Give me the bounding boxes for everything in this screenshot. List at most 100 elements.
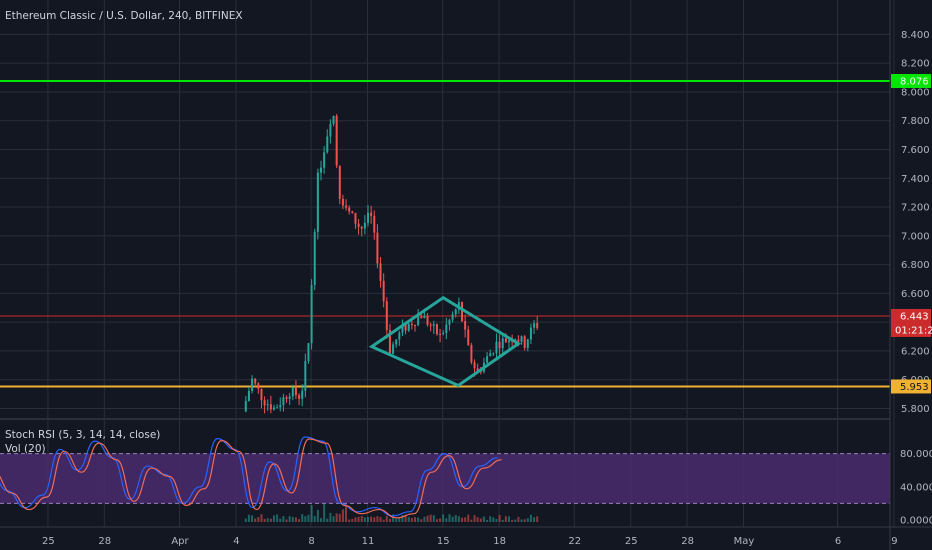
volume-bar: [282, 516, 285, 522]
candle-body: [285, 397, 288, 400]
candle-body: [345, 205, 348, 208]
stoch-rsi-tick-label: 80.0000: [900, 449, 932, 460]
price-line-label-bg: [891, 379, 931, 394]
volume-bar: [335, 513, 338, 522]
volume-bar: [464, 517, 467, 522]
candle-body: [489, 353, 492, 357]
candle-body: [357, 223, 360, 227]
diamond-pattern[interactable]: [368, 295, 522, 388]
candle-body: [445, 324, 448, 333]
volume-bar: [482, 516, 485, 522]
candle-body: [432, 324, 435, 326]
volume-bar: [298, 519, 301, 522]
price-line-label: 6.443: [900, 311, 929, 322]
volume-bar: [385, 516, 388, 522]
candle-body: [470, 345, 473, 363]
candle-body: [304, 361, 307, 391]
volume-bar: [254, 518, 257, 522]
volume-bar: [263, 518, 266, 522]
volume-bar: [276, 514, 279, 522]
volume-bar: [410, 518, 413, 522]
candle-body: [501, 338, 504, 349]
time-tick-label: May: [734, 536, 755, 547]
candle-body: [401, 324, 404, 333]
volume-bar: [461, 517, 463, 522]
volume-bar: [423, 516, 426, 522]
volume-bar: [467, 514, 470, 522]
candle-body: [451, 314, 454, 320]
time-tick-label: 18: [493, 536, 506, 547]
volume-bar: [439, 518, 442, 522]
candle-body: [454, 309, 457, 315]
candle-body: [426, 315, 429, 325]
candle-body: [407, 323, 410, 331]
price-line-label-bg: [891, 308, 931, 323]
candle-body: [439, 333, 442, 335]
price-tick-label: 6.600: [901, 289, 930, 300]
time-tick-label: 4: [233, 536, 239, 547]
candle-body: [247, 390, 250, 401]
candle-body: [486, 356, 489, 363]
candle-body: [360, 226, 363, 229]
candle-body: [316, 172, 319, 232]
candle-body: [395, 339, 398, 345]
volume-bar: [407, 517, 410, 522]
candle-body: [282, 397, 285, 406]
candle-body: [301, 390, 304, 399]
price-tick-label: 8.400: [901, 30, 930, 41]
volume-bar: [326, 518, 329, 522]
volume-bar: [388, 518, 391, 522]
price-tick-label: 8.200: [901, 59, 930, 70]
volume-bar: [404, 514, 407, 522]
volume-bar: [392, 514, 395, 522]
candle-body: [417, 316, 420, 326]
horizontal-price-lines[interactable]: [0, 80, 890, 388]
volume-bar: [508, 516, 510, 522]
candle-body: [338, 165, 341, 199]
candle-body: [254, 378, 257, 384]
candle-body: [320, 167, 322, 173]
price-tick-label: 8.000: [901, 87, 930, 98]
stoch-rsi-legend[interactable]: Stoch RSI (5, 3, 14, 14, close): [5, 429, 160, 441]
volume-legend[interactable]: Vol (20): [5, 443, 46, 455]
volume-bar: [504, 516, 507, 522]
volume-bar: [288, 516, 291, 522]
price-tick-label: 7.800: [901, 116, 930, 127]
volume-bar: [332, 516, 335, 522]
candle-body: [420, 316, 423, 319]
candle-body: [332, 115, 335, 124]
volume-bar: [279, 518, 282, 522]
candle-body: [508, 340, 510, 343]
volume-bar: [285, 519, 288, 522]
candle-body: [520, 336, 523, 342]
candle-body: [533, 323, 536, 328]
candle-body: [326, 136, 329, 153]
time-axis[interactable]: 25 28 Apr 4 8 11 15 18 22 25 28 May 6 9: [42, 536, 898, 547]
volume-bar: [307, 514, 310, 522]
candle-body: [536, 323, 539, 328]
volume-bar: [304, 516, 307, 522]
candle-body: [348, 207, 351, 212]
candle-body: [291, 387, 294, 397]
candle-body: [269, 404, 272, 410]
stoch-rsi-band-fill: [0, 453, 890, 504]
candle-body: [382, 280, 385, 302]
candle-body: [329, 123, 332, 137]
time-tick-label: 25: [625, 536, 638, 547]
candle-body: [423, 315, 426, 319]
stoch-rsi-axis[interactable]: 80.0000 40.0000 0.0000: [900, 449, 932, 526]
volume-bar: [473, 515, 476, 522]
volume-bar: [354, 517, 357, 522]
volume-bar: [420, 519, 423, 522]
candle-body: [373, 215, 376, 233]
candle-body: [442, 332, 445, 334]
candle-body: [323, 152, 326, 168]
volume-bar: [417, 517, 420, 522]
volume-bar: [523, 519, 526, 522]
volume-bar: [266, 518, 269, 522]
candle-body: [257, 383, 260, 389]
volume-bar: [260, 514, 263, 522]
stoch-rsi-lines: [0, 436, 502, 519]
candle-body: [263, 400, 266, 406]
